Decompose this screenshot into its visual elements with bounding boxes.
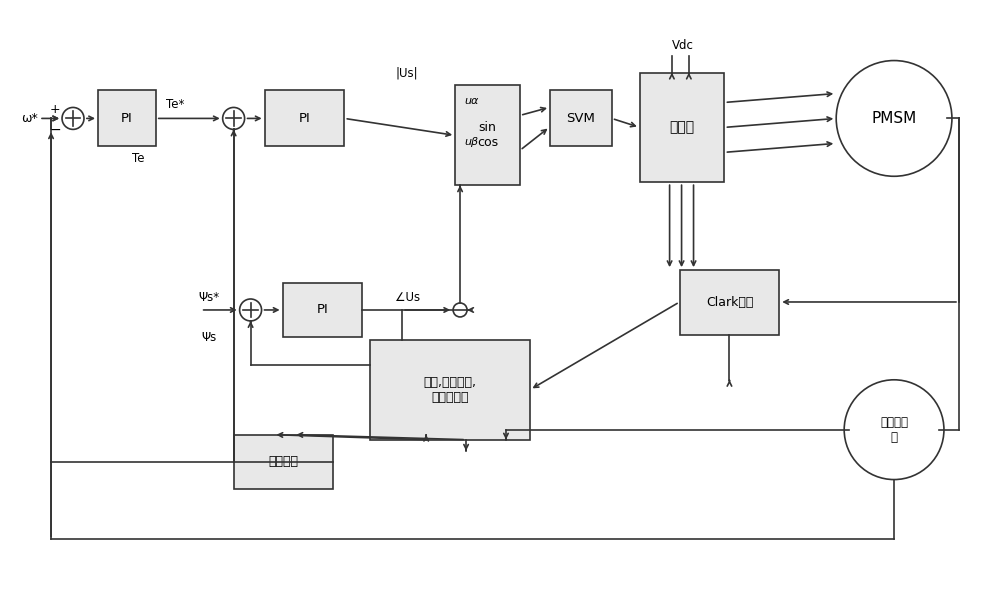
Text: sin
cos: sin cos: [477, 121, 498, 150]
Text: 磁链,磁链幅值,
磁链位置角: 磁链,磁链幅值, 磁链位置角: [424, 376, 477, 404]
Circle shape: [240, 299, 262, 321]
Bar: [550, 91, 612, 146]
Bar: [680, 270, 779, 335]
Text: ω*: ω*: [21, 112, 37, 125]
Bar: [265, 91, 344, 146]
Text: ∠Us: ∠Us: [395, 292, 420, 305]
Circle shape: [223, 107, 245, 130]
Text: 逆变器: 逆变器: [670, 120, 695, 134]
Text: uα: uα: [464, 97, 478, 107]
Text: −: −: [49, 123, 61, 137]
Bar: [640, 72, 724, 182]
Text: Clark变换: Clark变换: [706, 296, 753, 309]
Bar: [98, 91, 156, 146]
Text: Te*: Te*: [166, 98, 184, 111]
Text: 光电编码
器: 光电编码 器: [880, 416, 908, 444]
Text: uβ: uβ: [464, 137, 478, 147]
Text: PI: PI: [121, 112, 133, 125]
Circle shape: [844, 380, 944, 479]
Text: PI: PI: [317, 303, 328, 316]
Bar: [370, 340, 530, 439]
Bar: [283, 283, 362, 337]
Text: PI: PI: [299, 112, 310, 125]
Text: |Us|: |Us|: [396, 66, 419, 79]
Bar: [455, 85, 520, 186]
Bar: [234, 435, 333, 488]
Text: Ψs*: Ψs*: [198, 292, 219, 305]
Text: Vdc: Vdc: [672, 39, 694, 52]
Text: Ψs: Ψs: [201, 332, 216, 345]
Circle shape: [453, 303, 467, 317]
Text: 转矩计算: 转矩计算: [269, 455, 299, 468]
Text: +: +: [50, 103, 60, 116]
Text: PMSM: PMSM: [871, 111, 917, 126]
Circle shape: [62, 107, 84, 130]
Text: Te: Te: [132, 152, 144, 165]
Text: SVM: SVM: [566, 112, 595, 125]
Circle shape: [836, 61, 952, 176]
